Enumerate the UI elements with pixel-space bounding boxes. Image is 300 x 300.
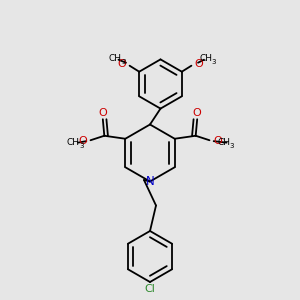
Text: 3: 3 [211,59,216,65]
Text: CH: CH [199,54,212,63]
Text: O: O [193,108,202,118]
Text: N: N [146,175,154,188]
Text: CH: CH [218,138,231,147]
Text: O: O [118,59,127,69]
Text: 3: 3 [121,59,125,65]
Text: 3: 3 [230,143,234,149]
Text: O: O [78,136,87,146]
Text: 3: 3 [79,143,83,149]
Text: CH: CH [67,138,80,147]
Text: O: O [98,108,107,118]
Text: O: O [194,59,203,69]
Text: Cl: Cl [145,284,155,294]
Text: CH: CH [109,54,122,63]
Text: O: O [213,136,222,146]
